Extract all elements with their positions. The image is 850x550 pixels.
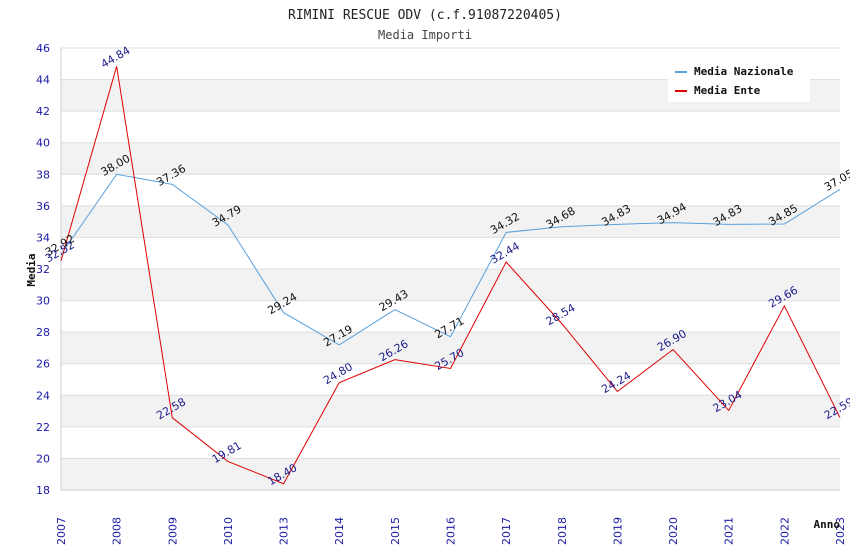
y-tick-label: 24 — [36, 389, 50, 402]
series-line-media-nazionale — [60, 173, 841, 346]
y-tick-label: 28 — [36, 326, 50, 339]
x-tick-label: 2020 — [667, 517, 680, 545]
legend-label-media-ente: Media Ente — [694, 84, 761, 97]
x-tick-label: 2016 — [445, 517, 458, 545]
x-tick-label: 2022 — [778, 517, 791, 545]
x-axis-label: Anno — [814, 518, 841, 531]
x-tick-label: 2021 — [723, 517, 736, 545]
chart-title: RIMINI RESCUE ODV (c.f.91087220405) — [288, 8, 562, 23]
plot-band — [61, 174, 840, 206]
plot-band — [61, 269, 840, 301]
y-tick-label: 36 — [36, 200, 50, 213]
x-tick-label: 2017 — [500, 517, 513, 545]
y-tick-label: 20 — [36, 452, 50, 465]
chart-subtitle: Media Importi — [378, 28, 472, 42]
y-tick-label: 42 — [36, 105, 50, 118]
plot-band — [61, 142, 840, 175]
plot-band — [61, 300, 840, 333]
x-tick-label: 2009 — [166, 517, 179, 545]
y-tick-label: 40 — [36, 137, 50, 150]
plot-band — [61, 111, 840, 143]
plot-band — [61, 332, 840, 364]
x-tick-label: 2007 — [55, 517, 68, 545]
x-tick-label: 2023 — [834, 517, 847, 545]
y-tick-label: 38 — [36, 168, 50, 181]
plot-band — [61, 426, 840, 459]
y-tick-label: 34 — [36, 231, 50, 244]
x-tick-label: 2015 — [389, 517, 402, 545]
y-axis-ticks: 18 20 22 24 26 28 30 32 34 36 38 40 42 44 46 — [36, 42, 50, 497]
plot-band — [61, 205, 840, 238]
y-tick-label: 32 — [36, 263, 50, 276]
series-line-media-ente — [60, 66, 841, 485]
x-tick-label: 2014 — [333, 517, 346, 545]
plot-band — [61, 458, 840, 490]
x-tick-label: 2008 — [111, 517, 124, 545]
y-axis-label: Media — [25, 253, 38, 286]
series-lines — [60, 66, 841, 485]
x-axis-ticks: 2007 2008 2009 2010 2013 2014 2015 2016 2017 2018… — [55, 517, 847, 545]
x-tick-label: 2019 — [611, 517, 624, 545]
plot-background — [60, 47, 840, 491]
y-tick-label: 22 — [36, 421, 50, 434]
legend-box — [668, 60, 810, 102]
plot-band — [61, 237, 840, 269]
x-tick-label: 2013 — [278, 517, 291, 545]
legend-label-media-nazionale: Media Nazionale — [694, 65, 794, 78]
y-tick-label: 30 — [36, 295, 50, 308]
legend: Media Nazionale Media Ente — [668, 60, 810, 102]
y-tick-label: 46 — [36, 42, 50, 55]
plot-band — [61, 395, 840, 427]
x-tick-label: 2018 — [556, 517, 569, 545]
y-tick-label: 44 — [36, 74, 50, 87]
y-tick-label: 18 — [36, 484, 50, 497]
y-tick-label: 26 — [36, 358, 50, 371]
x-tick-label: 2010 — [222, 517, 235, 545]
